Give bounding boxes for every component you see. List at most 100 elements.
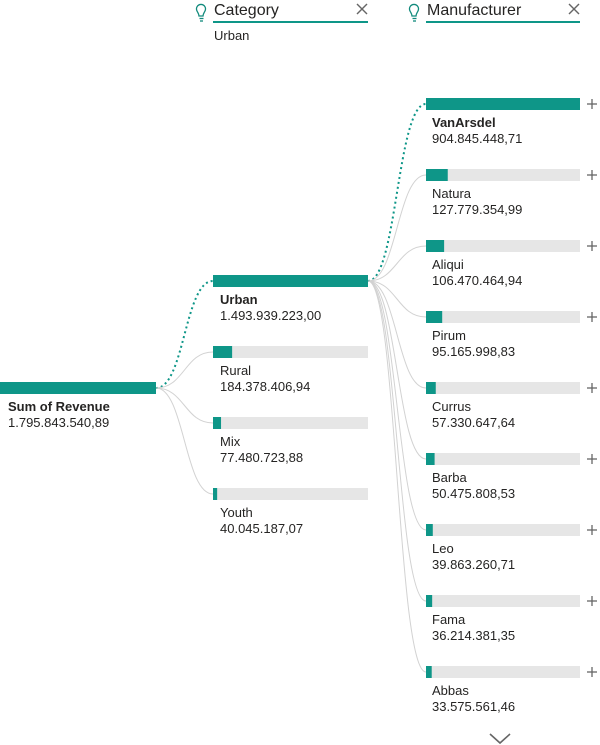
bar-fill: [213, 346, 233, 358]
connector: [155, 351, 214, 389]
connector: [367, 174, 427, 282]
connector: [155, 387, 214, 495]
node-name: Abbas: [432, 683, 469, 698]
header-manufacturer: Manufacturer: [408, 2, 580, 23]
node-name: Aliqui: [432, 257, 464, 272]
level-title: Manufacturer: [427, 2, 522, 19]
bar-fill: [426, 524, 433, 536]
lightbulb-icon[interactable]: [195, 3, 207, 22]
node-value: 184.378.406,94: [220, 379, 310, 394]
connector: [367, 280, 427, 318]
connectors: [155, 103, 427, 673]
connector-selected: [155, 280, 214, 389]
bar-track: [213, 488, 368, 500]
node-name: Rural: [220, 363, 251, 378]
node-name: Barba: [432, 470, 467, 485]
node-value: 77.480.723,88: [220, 450, 303, 465]
connector: [367, 280, 427, 602]
bar-fill: [426, 666, 432, 678]
bar-fill: [426, 98, 580, 110]
plus-icon[interactable]: [587, 312, 597, 322]
bar-fill: [213, 488, 218, 500]
node-value: 1.795.843.540,89: [8, 415, 109, 430]
connector: [367, 280, 427, 531]
node-value: 33.575.561,46: [432, 699, 515, 714]
level-headers: Category Urban Manufacturer: [195, 2, 580, 43]
node-value: 904.845.448,71: [432, 131, 522, 146]
level-filter: Urban: [214, 28, 249, 43]
plus-icon[interactable]: [587, 667, 597, 677]
close-icon[interactable]: [568, 3, 580, 15]
plus-icon[interactable]: [587, 383, 597, 393]
node-name: Currus: [432, 399, 472, 414]
bar-track: [426, 382, 580, 394]
node-name: Sum of Revenue: [8, 399, 110, 414]
plus-icon[interactable]: [587, 241, 597, 251]
connector: [155, 387, 214, 424]
connector: [367, 280, 427, 389]
bar-fill: [0, 382, 156, 394]
bar-track: [426, 595, 580, 607]
header-category: Category Urban: [195, 2, 368, 43]
close-icon[interactable]: [356, 3, 368, 15]
node-name: Pirum: [432, 328, 466, 343]
connector: [367, 245, 427, 282]
bar-fill: [426, 169, 448, 181]
bar-fill: [426, 595, 433, 607]
lightbulb-icon[interactable]: [408, 3, 420, 22]
bar-track: [426, 311, 580, 323]
chevron-down-icon[interactable]: [489, 733, 511, 745]
level-title: Category: [214, 2, 279, 19]
plus-icon[interactable]: [587, 525, 597, 535]
bar-fill: [213, 417, 222, 429]
node-name: Youth: [220, 505, 253, 520]
plus-icon[interactable]: [587, 454, 597, 464]
bar-track: [213, 417, 368, 429]
plus-icon[interactable]: [587, 596, 597, 606]
node-value: 39.863.260,71: [432, 557, 515, 572]
bar-fill: [213, 275, 368, 287]
node-value: 50.475.808,53: [432, 486, 515, 501]
connector-selected: [367, 103, 427, 282]
plus-icon[interactable]: [587, 99, 597, 109]
node-name: Mix: [220, 434, 241, 449]
node-name: Fama: [432, 612, 466, 627]
node-value: 1.493.939.223,00: [220, 308, 321, 323]
bar-fill: [426, 453, 435, 465]
bar-fill: [426, 240, 445, 252]
node-value: 40.045.187,07: [220, 521, 303, 536]
header-underline: [213, 21, 368, 23]
plus-icon[interactable]: [587, 170, 597, 180]
bar-fill: [426, 382, 436, 394]
bar-track: [213, 346, 368, 358]
bar-track: [426, 169, 580, 181]
node-value: 36.214.381,35: [432, 628, 515, 643]
bar-fill: [426, 311, 443, 323]
node-value: 57.330.647,64: [432, 415, 515, 430]
node-value: 106.470.464,94: [432, 273, 522, 288]
bar-track: [426, 666, 580, 678]
node-name: Natura: [432, 186, 472, 201]
connector: [367, 280, 427, 460]
node-name: Urban: [220, 292, 258, 307]
node-name: Leo: [432, 541, 454, 556]
header-underline: [426, 21, 580, 23]
node-value: 127.779.354,99: [432, 202, 522, 217]
node-name: VanArsdel: [432, 115, 496, 130]
